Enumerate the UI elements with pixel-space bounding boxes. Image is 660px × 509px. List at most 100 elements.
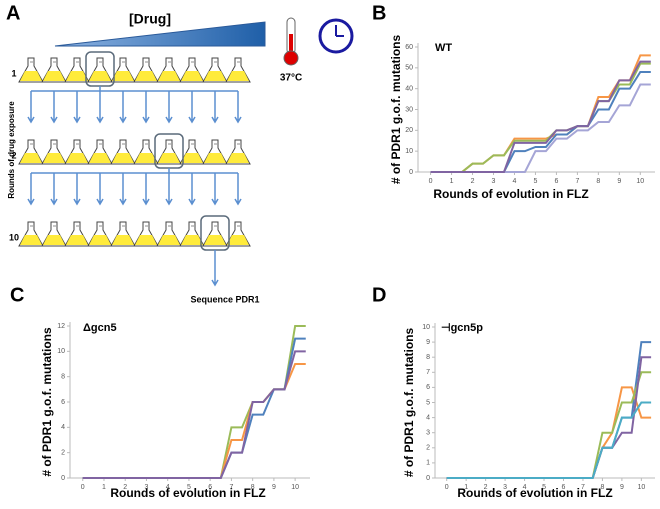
arrow [234, 91, 242, 124]
series-line [430, 60, 651, 173]
x-tick-label: 4 [523, 484, 527, 491]
series-line [82, 337, 306, 479]
flask-liquid [227, 235, 249, 245]
y-tick-label: 8 [426, 354, 430, 361]
x-tick-label: 6 [562, 484, 566, 491]
flask-liquid [66, 235, 88, 245]
flask-liquid [135, 235, 157, 245]
y-tick-label: 7 [426, 369, 430, 376]
arrow [73, 91, 81, 124]
x-tick-label: 10 [636, 178, 644, 185]
arrow [27, 173, 35, 206]
flask-liquid [181, 235, 203, 245]
y-tick-label: 8 [61, 374, 65, 381]
flask-liquid [204, 235, 226, 245]
series-line [430, 62, 651, 173]
arrow [119, 173, 127, 206]
arrow [119, 91, 127, 124]
x-axis-title: Rounds of evolution in FLZ [457, 486, 612, 500]
arrow [96, 91, 104, 124]
x-tick-label: 9 [617, 178, 621, 185]
flask-liquid [20, 235, 42, 245]
arrow [188, 173, 196, 206]
x-tick-label: 8 [600, 484, 604, 491]
arrow [234, 173, 242, 206]
x-axis-title: Rounds of evolution in FLZ [110, 486, 265, 500]
x-tick-label: 0 [81, 484, 85, 491]
y-tick-label: 4 [61, 424, 65, 431]
flask-liquid [158, 71, 180, 81]
y-tick-label: 9 [426, 339, 430, 346]
y-tick-label: 20 [405, 127, 413, 134]
flask-liquid [20, 71, 42, 81]
arrow [142, 173, 150, 206]
flask-liquid [66, 71, 88, 81]
drug-gradient [54, 21, 266, 47]
temperature: 37°C [280, 73, 302, 84]
y-tick-label: 10 [405, 148, 413, 155]
flask-liquid [204, 153, 226, 163]
rounds-label: Rounds of drug exposure [7, 101, 16, 199]
arrow [211, 250, 219, 287]
chart-label: WT [435, 42, 452, 54]
series-line [430, 54, 651, 173]
y-tick-label: 2 [61, 450, 65, 457]
x-tick-label: 4 [513, 178, 517, 185]
arrow [73, 173, 81, 206]
y-tick-label: 1 [426, 460, 430, 467]
x-tick-label: 2 [484, 484, 488, 491]
x-tick-label: 1 [102, 484, 106, 491]
panel-label: A [6, 2, 20, 24]
panel-label: B [372, 2, 386, 24]
row-label: 1 [11, 68, 16, 78]
y-tick-label: 0 [61, 475, 65, 482]
y-tick-label: 12 [57, 323, 65, 330]
y-axis-title: # of PDR1 g.o.f. mutations [40, 327, 54, 477]
thermometer [283, 17, 299, 66]
flask-liquid [112, 153, 134, 163]
x-tick-label: 9 [620, 484, 624, 491]
y-tick-label: 4 [426, 414, 430, 421]
y-tick-label: 10 [57, 348, 65, 355]
x-tick-label: 7 [575, 178, 579, 185]
x-tick-label: 4 [166, 484, 170, 491]
flask-liquid [43, 153, 65, 163]
flask-liquid [43, 71, 65, 81]
series-line [82, 363, 306, 479]
x-tick-label: 10 [637, 484, 645, 491]
arrow [165, 173, 173, 206]
flask-liquid [89, 71, 111, 81]
y-tick-label: 5 [426, 399, 430, 406]
flask-liquid [204, 71, 226, 81]
x-tick-label: 7 [229, 484, 233, 491]
y-tick-label: 50 [405, 65, 413, 72]
x-tick-label: 5 [533, 178, 537, 185]
flask-grid: 1 2 10 [9, 51, 251, 287]
series-line [82, 350, 306, 479]
flask-liquid [158, 235, 180, 245]
y-tick-label: 6 [61, 399, 65, 406]
charts: B WT Rounds of evolution in FLZ # of PDR1 g… [10, 2, 655, 500]
x-tick-label: 8 [251, 484, 255, 491]
flask-liquid [181, 71, 203, 81]
x-tick-label: 7 [581, 484, 585, 491]
y-tick-label: 0 [409, 169, 413, 176]
y-tick-label: 60 [405, 44, 413, 51]
x-tick-label: 2 [123, 484, 127, 491]
chart-label: Δgcn5 [83, 322, 117, 334]
flask-liquid [112, 71, 134, 81]
series-line [446, 356, 652, 479]
clock [318, 18, 354, 54]
x-tick-label: 5 [542, 484, 546, 491]
panel-label: D [372, 284, 386, 306]
y-axis-title: # of PDR1 g.o.f. mutations [389, 35, 403, 185]
panel-label: C [10, 284, 24, 306]
flask-liquid [135, 71, 157, 81]
flask-liquid [89, 153, 111, 163]
arrow [211, 91, 219, 124]
x-tick-label: 5 [187, 484, 191, 491]
y-tick-label: 6 [426, 384, 430, 391]
flask-liquid [89, 235, 111, 245]
x-tick-label: 9 [272, 484, 276, 491]
